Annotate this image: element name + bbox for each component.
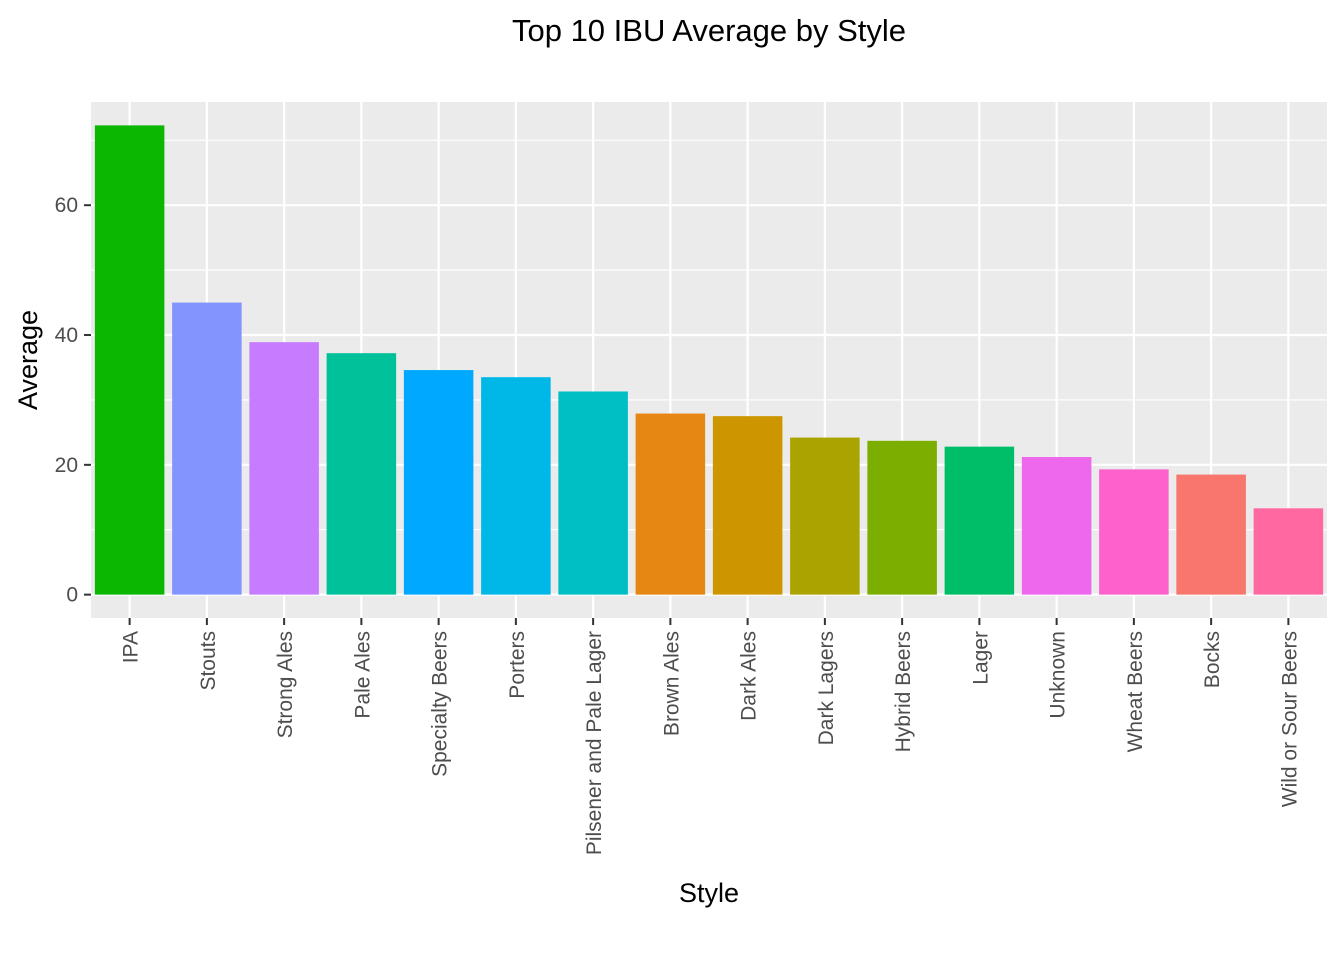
x-tick-label: Unknown: [1047, 631, 1070, 719]
x-tick-label: Pilsener and Pale Lager: [583, 631, 606, 855]
bar: [558, 391, 628, 595]
x-tick-label: Lager: [969, 631, 992, 685]
x-tick-label: Porters: [506, 631, 529, 699]
x-tick-label: Hybrid Beers: [892, 631, 915, 752]
y-axis-title: Average: [13, 310, 43, 410]
x-tick-label: Brown Ales: [660, 631, 683, 736]
bar: [944, 446, 1015, 595]
y-tick-label: 40: [55, 324, 78, 347]
y-tick-label: 20: [55, 454, 78, 477]
y-tick-label: 60: [55, 194, 78, 217]
x-tick-label: Dark Ales: [738, 631, 761, 721]
bar: [1021, 457, 1092, 595]
bar: [94, 125, 165, 595]
y-axis: 0 20 40 60: [55, 194, 91, 607]
x-tick-label: Wild or Sour Beers: [1278, 631, 1301, 807]
bar: [712, 416, 783, 595]
bar: [249, 342, 319, 595]
bar: [635, 413, 706, 595]
x-tick-label: IPA: [120, 631, 143, 663]
bar: [172, 302, 242, 595]
bar: [403, 370, 474, 595]
x-tick-label: Stouts: [197, 631, 220, 691]
bar: [867, 440, 937, 595]
x-tick-label: Specialty Beers: [429, 631, 452, 777]
x-tick-label: Bocks: [1201, 631, 1224, 688]
bar: [326, 353, 397, 595]
x-axis: IPA Stouts Strong Ales Pale Ales Specialty B…: [120, 618, 1301, 855]
bars: [94, 125, 1324, 595]
bar: [1176, 474, 1246, 595]
x-axis-title: Style: [679, 878, 739, 908]
chart-title: Top 10 IBU Average by Style: [512, 13, 906, 48]
x-tick-label: Strong Ales: [274, 631, 297, 738]
y-tick-label: 0: [66, 584, 78, 607]
x-tick-label: Dark Lagers: [815, 631, 838, 745]
bar: [1099, 469, 1169, 595]
bar: [481, 377, 551, 595]
x-tick-label: Pale Ales: [351, 631, 374, 719]
bar: [790, 437, 860, 595]
bar: [1253, 508, 1324, 595]
x-tick-label: Wheat Beers: [1124, 631, 1147, 752]
